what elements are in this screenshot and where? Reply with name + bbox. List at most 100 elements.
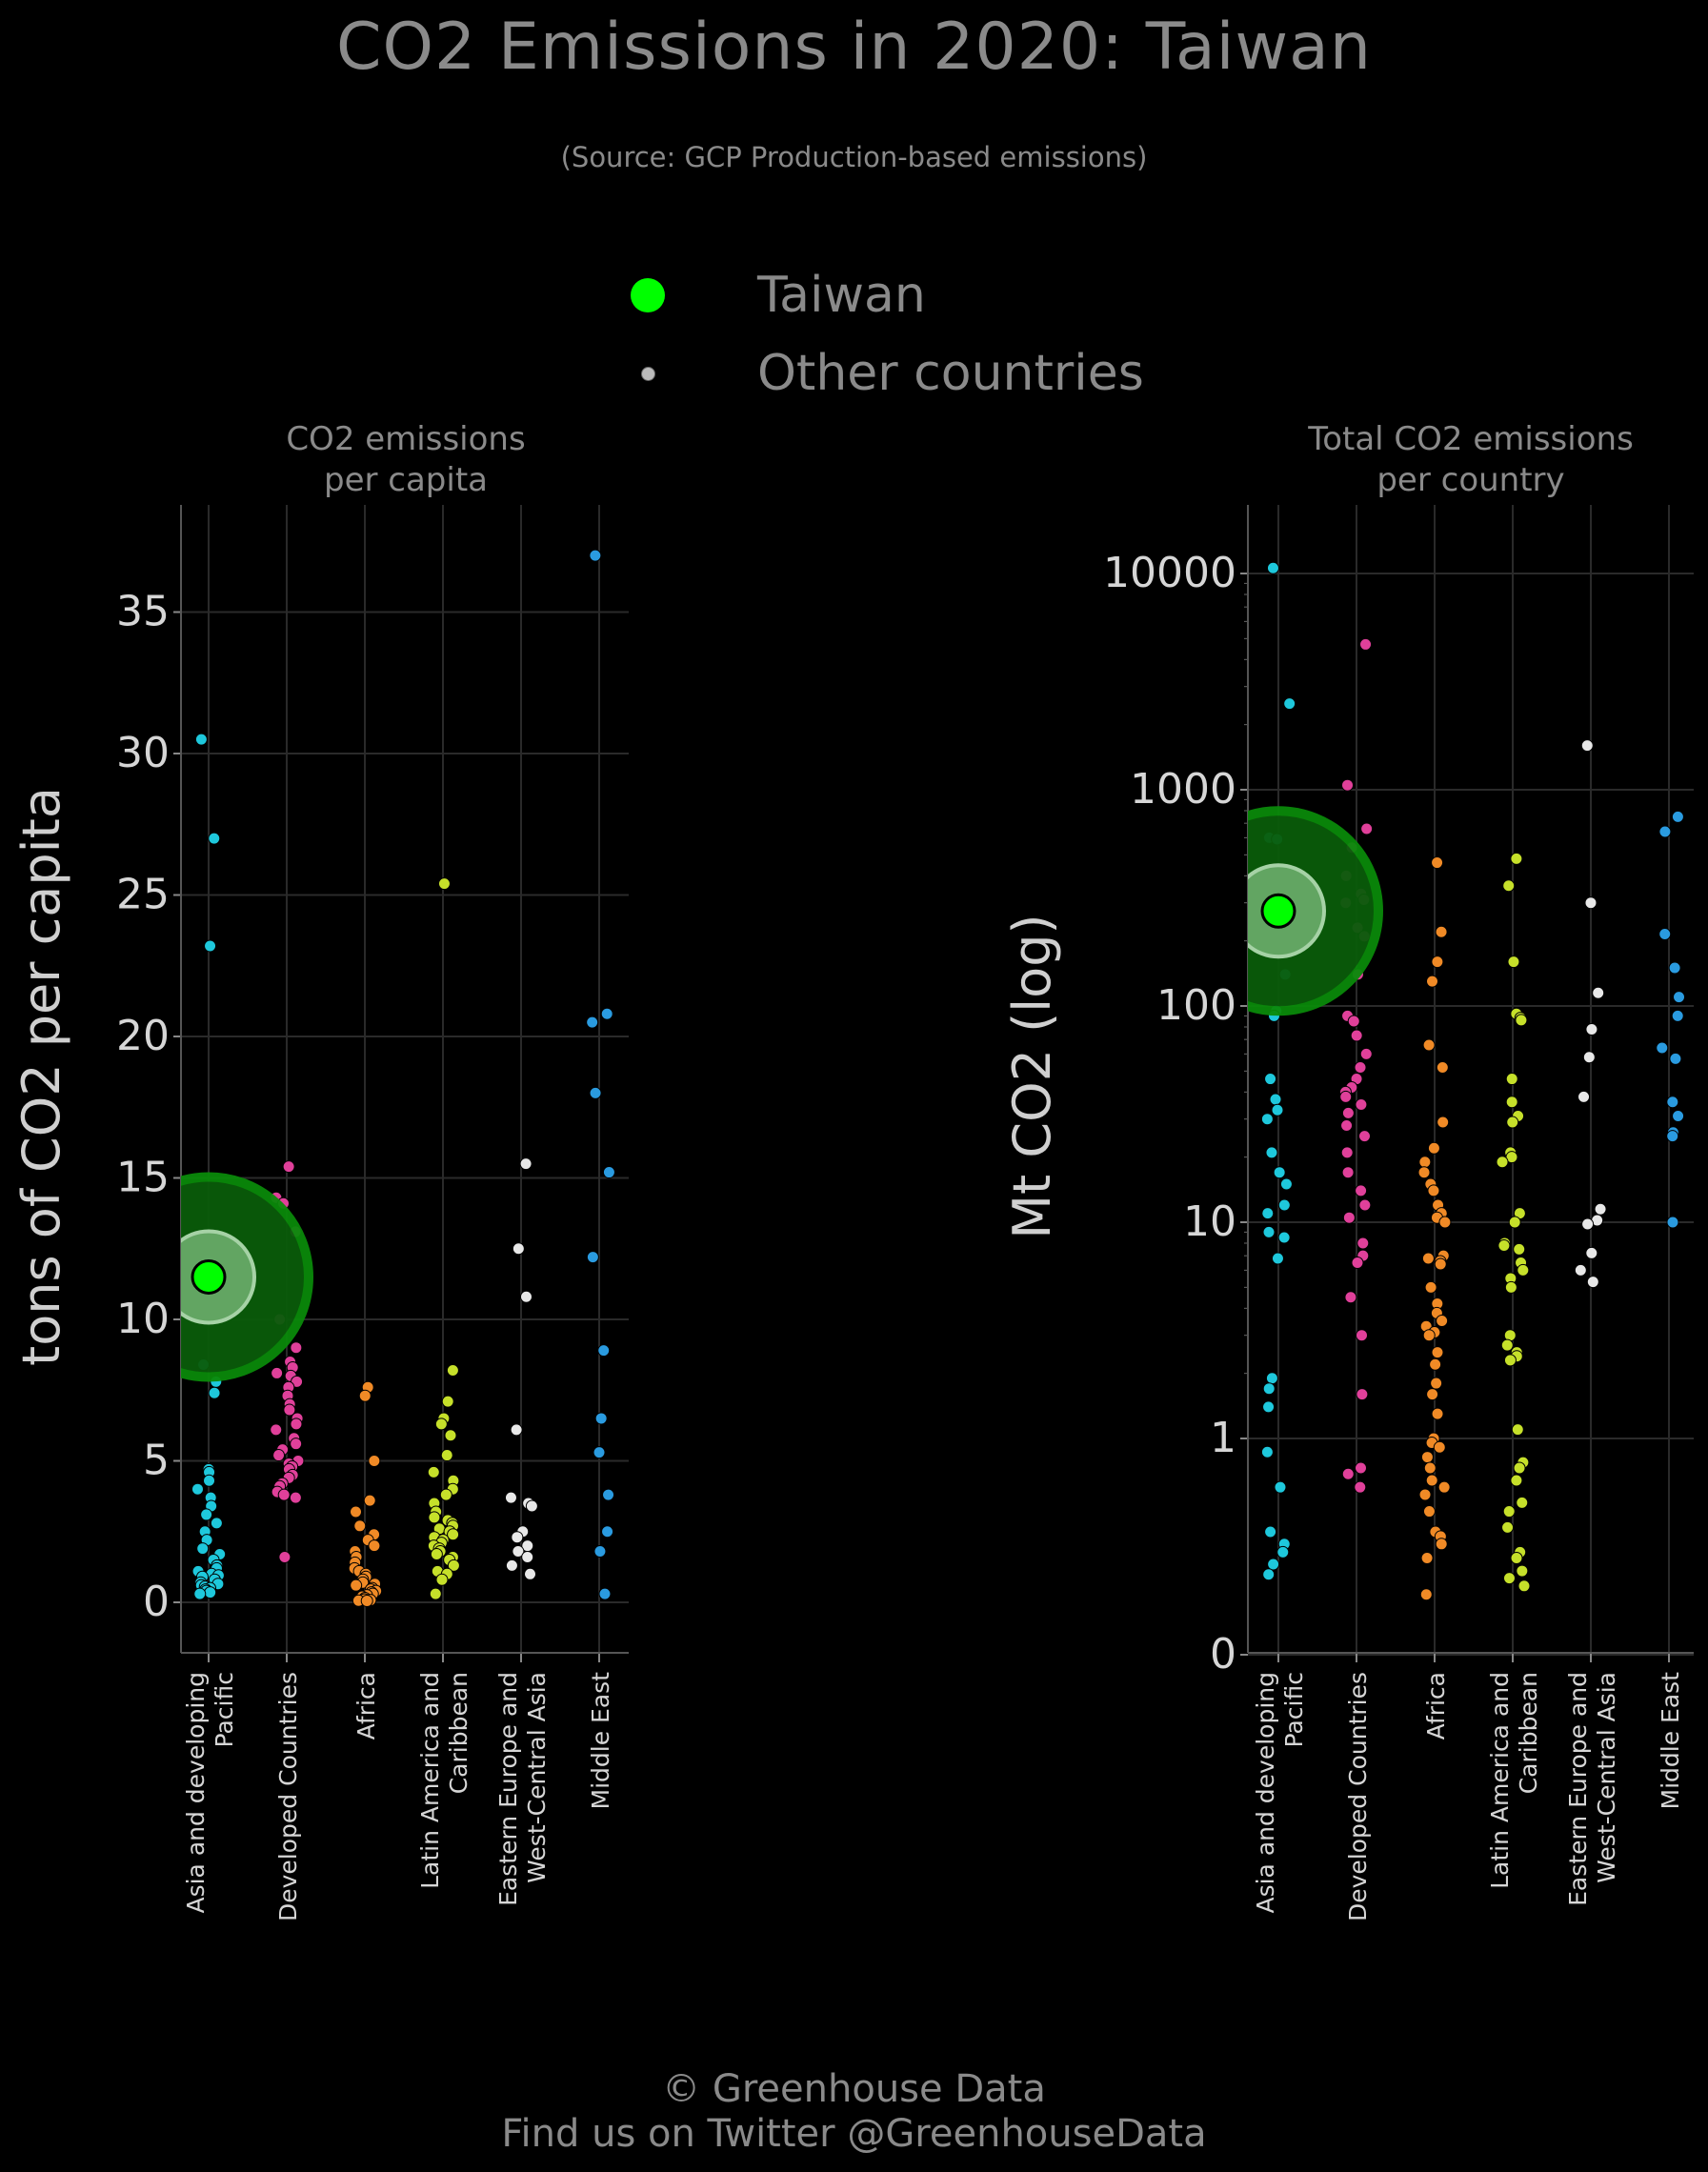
data-point: [283, 1403, 296, 1417]
data-point: [1673, 991, 1686, 1004]
data-point: [1283, 697, 1296, 711]
data-point: [350, 1579, 363, 1592]
x-tick-label: Eastern Europe and: [494, 1672, 522, 1906]
data-point: [290, 1418, 303, 1431]
data-point: [1422, 1505, 1436, 1518]
data-point: [1515, 1014, 1528, 1027]
y-tick-label: 10: [1183, 1197, 1236, 1246]
data-point: [204, 939, 217, 953]
data-point: [1431, 955, 1444, 969]
data-point: [1437, 1480, 1451, 1494]
y-tick-label: 35: [116, 588, 170, 636]
data-point: [429, 1587, 442, 1600]
data-point: [1516, 1496, 1529, 1509]
data-point: [1505, 1096, 1518, 1109]
data-point: [1264, 1525, 1277, 1538]
data-point: [1666, 1130, 1679, 1143]
data-point: [512, 1545, 525, 1559]
data-point: [427, 1465, 440, 1478]
y-tick-label: 10000: [1103, 549, 1236, 597]
data-point: [598, 1587, 612, 1600]
data-point: [512, 1242, 525, 1256]
data-point: [1262, 1400, 1276, 1414]
data-point: [444, 1429, 457, 1442]
data-point: [1260, 1445, 1274, 1458]
data-point: [524, 1567, 537, 1580]
x-tick-label: West-Central Asia: [1593, 1672, 1620, 1883]
data-point: [1358, 1130, 1372, 1143]
data-point: [1271, 1252, 1284, 1265]
data-point: [1265, 1146, 1278, 1159]
footer-copyright: © Greenhouse Data: [662, 2067, 1046, 2111]
panel-title-line: Total CO2 emissions: [1307, 420, 1634, 458]
data-point: [1430, 1377, 1443, 1390]
data-point: [1427, 1141, 1440, 1155]
x-tick-label: Eastern Europe and: [1564, 1672, 1592, 1906]
data-point: [1424, 1280, 1437, 1294]
data-point: [1433, 1440, 1446, 1454]
data-point: [437, 877, 451, 891]
data-point: [1502, 1505, 1516, 1518]
data-point: [1500, 1338, 1514, 1352]
data-point: [1264, 1073, 1277, 1086]
y-tick-label: 20: [116, 1012, 170, 1060]
legend-item-other: Other countries: [610, 335, 1144, 412]
y-tick-label: 15: [116, 1154, 170, 1202]
data-point: [1356, 1388, 1369, 1401]
data-point: [593, 1545, 607, 1559]
data-point: [1580, 739, 1594, 753]
data-point: [1437, 1116, 1450, 1129]
data-point: [191, 1482, 204, 1496]
data-point: [289, 1491, 302, 1504]
data-point: [200, 1508, 213, 1521]
data-point: [1577, 1090, 1591, 1103]
data-point: [1436, 1314, 1449, 1327]
data-point: [271, 1366, 284, 1379]
data-point: [1496, 1156, 1509, 1169]
data-point: [1341, 778, 1355, 792]
data-point: [1586, 1276, 1599, 1289]
data-point: [1671, 810, 1684, 823]
x-tick-label: Pacific: [1280, 1672, 1308, 1747]
data-point: [1434, 1257, 1447, 1271]
y-tick-label: 0: [143, 1578, 170, 1626]
y-tick-label: 1: [1210, 1414, 1236, 1462]
data-point: [1425, 1474, 1438, 1487]
panel-title-line: per capita: [324, 461, 488, 499]
data-point: [277, 1488, 291, 1501]
data-point: [278, 1550, 291, 1563]
data-point: [1265, 1372, 1278, 1385]
data-point: [593, 1446, 606, 1459]
data-point: [1354, 1480, 1367, 1494]
data-point: [1510, 1474, 1523, 1487]
data-point: [1341, 1467, 1355, 1480]
data-point: [519, 1157, 532, 1171]
data-point: [602, 1166, 615, 1179]
highlight-group: [181, 1172, 313, 1382]
data-point: [1668, 961, 1681, 975]
data-point: [1260, 1113, 1274, 1126]
data-point: [594, 1412, 608, 1425]
data-point: [282, 1160, 295, 1174]
data-point: [1669, 1052, 1682, 1065]
x-tick-label: Developed Countries: [1344, 1672, 1372, 1921]
data-point: [1266, 561, 1279, 574]
data-point: [1671, 1009, 1684, 1022]
data-point: [290, 1341, 303, 1355]
data-point: [349, 1505, 362, 1518]
footer-twitter: Find us on Twitter @GreenhouseData: [501, 2112, 1207, 2156]
y-tick-label: 100: [1156, 981, 1236, 1030]
chart-title: CO2 Emissions in 2020: Taiwan: [336, 10, 1372, 85]
data-point: [1273, 1166, 1286, 1179]
data-point: [1511, 1423, 1524, 1437]
data-point: [1507, 955, 1520, 969]
data-point: [1271, 1103, 1284, 1116]
data-point: [1517, 1579, 1531, 1593]
data-point: [1356, 1237, 1370, 1250]
x-tick-label: Asia and developing: [182, 1672, 210, 1914]
data-point: [1435, 1538, 1448, 1551]
data-point: [1359, 1047, 1373, 1060]
data-point: [203, 1474, 216, 1487]
data-point: [1340, 1118, 1354, 1132]
